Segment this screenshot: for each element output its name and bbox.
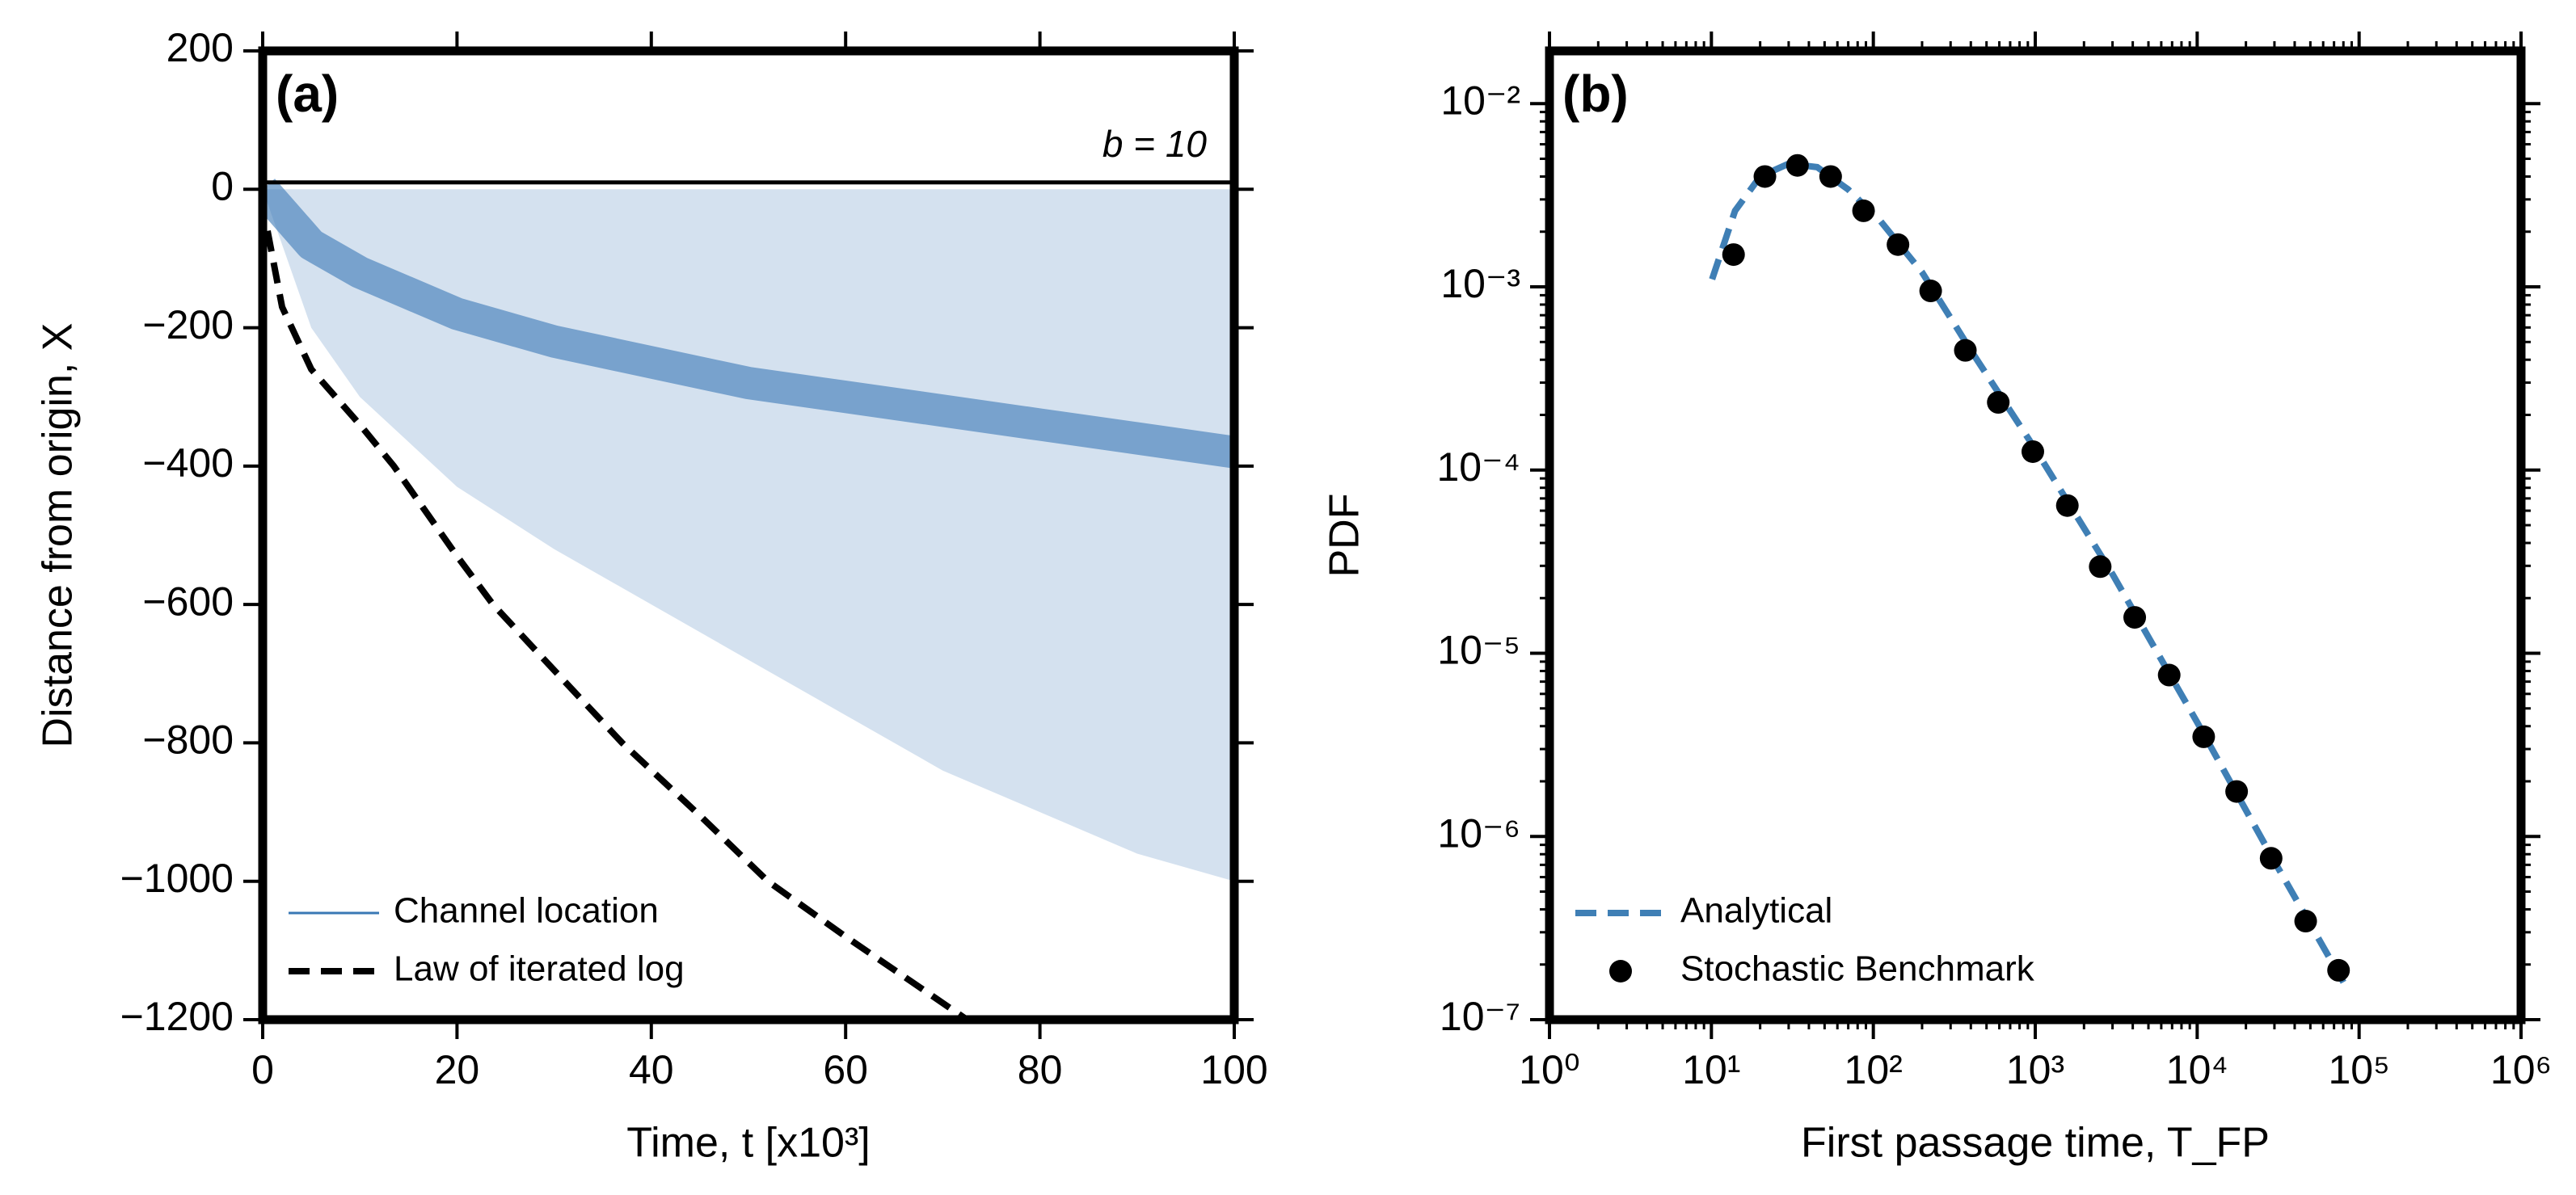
marker (1785, 154, 1809, 177)
marker (2259, 847, 2283, 870)
marker (1919, 280, 1942, 303)
legend-label: Analytical (1680, 891, 1832, 931)
y-tick-label: 10⁻³ (1440, 261, 1520, 306)
y-tick-label: −800 (142, 717, 234, 763)
marker (1819, 165, 1842, 188)
marker (1987, 391, 2010, 414)
line (264, 229, 969, 1020)
y-tick-label: −600 (142, 579, 234, 624)
marker (2157, 663, 2181, 687)
annotation: b = 10 (1102, 123, 1208, 165)
marker (2021, 440, 2044, 463)
y-tick-label: 10⁻⁵ (1437, 628, 1520, 673)
marker (1954, 339, 1977, 362)
y-tick-label: 10⁻⁶ (1437, 810, 1520, 856)
y-tick-label: 10⁻² (1440, 78, 1520, 123)
y-tick-label: 0 (211, 163, 234, 208)
y-axis-label: PDF (1322, 494, 1368, 578)
marker (1753, 165, 1777, 188)
x-tick-label: 10⁴ (2166, 1047, 2228, 1092)
x-axis-label: Time, t [x10³] (626, 1120, 870, 1167)
y-axis-label: Distance from origin, X (35, 323, 82, 748)
x-tick-label: 40 (629, 1047, 674, 1092)
band-center (263, 179, 1234, 469)
plot-area (1709, 154, 2350, 984)
legend-label: Law of iterated log (394, 949, 685, 989)
marker (2123, 606, 2147, 629)
legend-marker (1609, 960, 1632, 983)
x-tick-label: 10⁵ (2328, 1047, 2389, 1092)
axes-frame (258, 46, 1239, 1025)
legend-label: Stochastic Benchmark (1680, 949, 2035, 989)
marker (2055, 494, 2079, 517)
y-tick-label: 200 (167, 25, 234, 70)
y-tick-label: −200 (142, 302, 234, 347)
y-tick-label: 10⁻⁷ (1440, 994, 1520, 1039)
line (1709, 160, 2346, 984)
marker (2192, 725, 2216, 748)
x-tick-label: 10¹ (1682, 1047, 1740, 1092)
x-tick-label: 0 (251, 1047, 274, 1092)
band-area (263, 189, 1234, 882)
marker (1722, 243, 1745, 267)
marker (2294, 910, 2317, 933)
panel-label: (b) (1562, 65, 1629, 123)
y-tick-label: −1200 (120, 994, 234, 1039)
x-tick-label: 10² (1845, 1047, 1903, 1092)
x-tick-label: 60 (823, 1047, 868, 1092)
x-tick-label: 20 (435, 1047, 480, 1092)
x-tick-label: 10⁶ (2490, 1047, 2552, 1092)
x-tick-label: 10³ (2006, 1047, 2064, 1092)
legend-label: Channel location (394, 891, 659, 931)
y-tick-label: −1000 (120, 856, 234, 901)
x-tick-label: 100 (1200, 1047, 1267, 1092)
y-tick-label: −400 (142, 440, 234, 486)
x-tick-label: 10⁰ (1519, 1047, 1580, 1092)
x-axis-label: First passage time, T_FP (1801, 1120, 2270, 1167)
y-tick-label: 10⁻⁴ (1437, 444, 1521, 490)
marker (1852, 199, 1875, 222)
panel-label: (a) (276, 65, 339, 123)
plot-area (263, 179, 1234, 1020)
marker (2327, 958, 2350, 982)
marker (1887, 233, 1910, 256)
axes-frame (1545, 46, 2526, 1025)
marker (2225, 780, 2249, 803)
x-tick-label: 80 (1018, 1047, 1063, 1092)
marker (2089, 555, 2112, 579)
